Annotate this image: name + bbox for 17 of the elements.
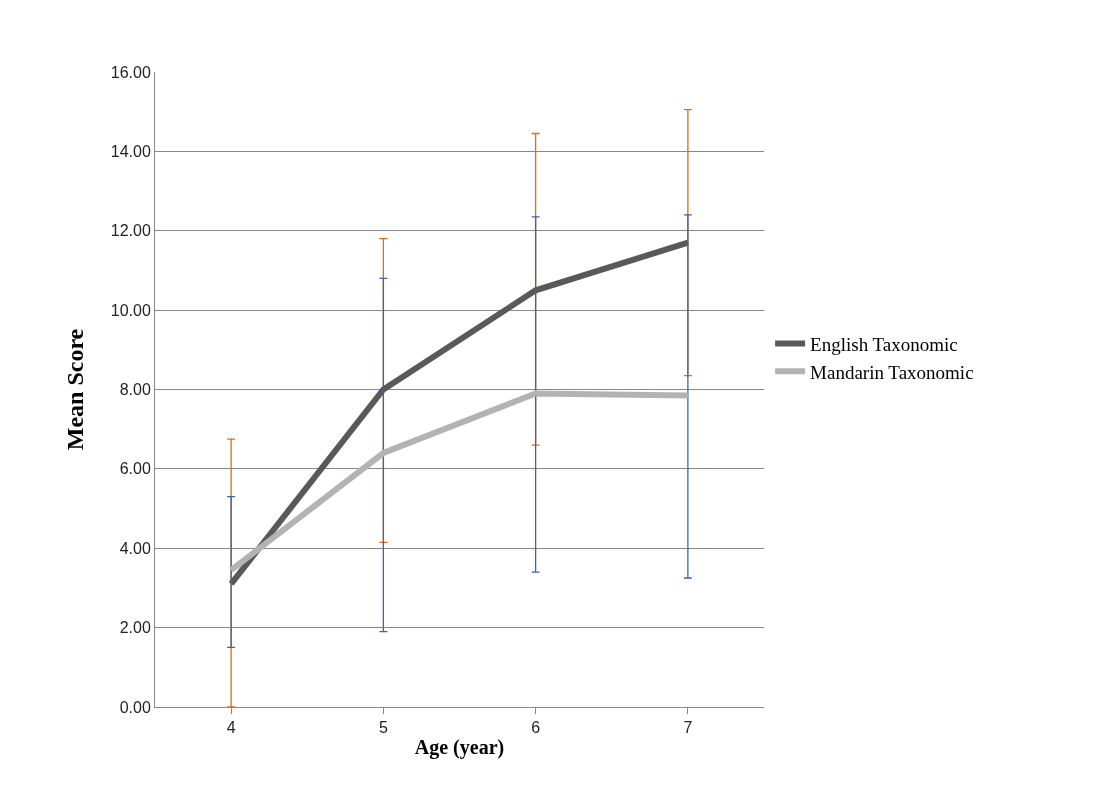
y-axis-title: Mean Score: [61, 328, 88, 451]
y-tick-label: 4.00: [119, 539, 151, 557]
y-tick-label: 14.00: [110, 142, 151, 160]
y-tick-label: 10.00: [110, 301, 151, 319]
y-tick-label: 16.00: [110, 63, 151, 81]
x-tick-label: 4: [226, 719, 236, 737]
y-tick-label: 2.00: [119, 619, 151, 637]
y-tick-label: 6.00: [119, 460, 151, 478]
y-tick-label: 8.00: [119, 381, 151, 399]
legend-label: Mandarin Taxonomic: [810, 361, 974, 383]
legend-label: English Taxonomic: [810, 334, 958, 356]
y-tick-label: 12.00: [110, 222, 151, 240]
x-tick-label: 5: [378, 719, 388, 737]
y-tick-label: 0.00: [119, 698, 151, 716]
x-tick-label: 7: [683, 719, 693, 737]
x-axis-title: Age (year): [414, 735, 505, 759]
x-tick-label: 6: [531, 719, 541, 737]
